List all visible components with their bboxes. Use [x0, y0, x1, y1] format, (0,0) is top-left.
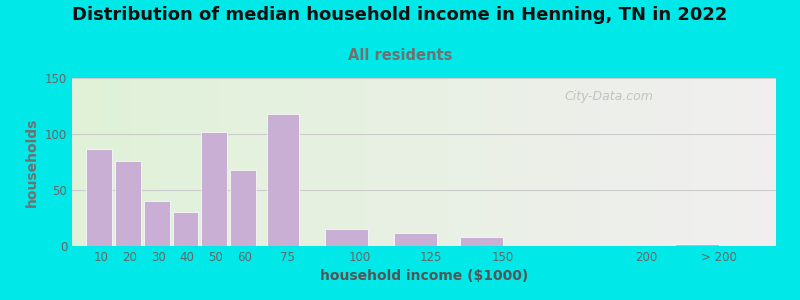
Bar: [144, 201, 170, 246]
Bar: [394, 232, 437, 246]
Text: City-Data.com: City-Data.com: [565, 90, 654, 103]
Y-axis label: households: households: [26, 117, 39, 207]
X-axis label: household income ($1000): household income ($1000): [320, 269, 528, 284]
Bar: [86, 148, 112, 246]
Bar: [115, 161, 141, 246]
Bar: [325, 229, 368, 246]
Text: Distribution of median household income in Henning, TN in 2022: Distribution of median household income …: [72, 6, 728, 24]
Bar: [230, 170, 256, 246]
Bar: [460, 237, 503, 246]
Bar: [202, 132, 227, 246]
Text: All residents: All residents: [348, 48, 452, 63]
Bar: [267, 114, 299, 246]
Bar: [173, 212, 198, 246]
Bar: [675, 244, 718, 246]
